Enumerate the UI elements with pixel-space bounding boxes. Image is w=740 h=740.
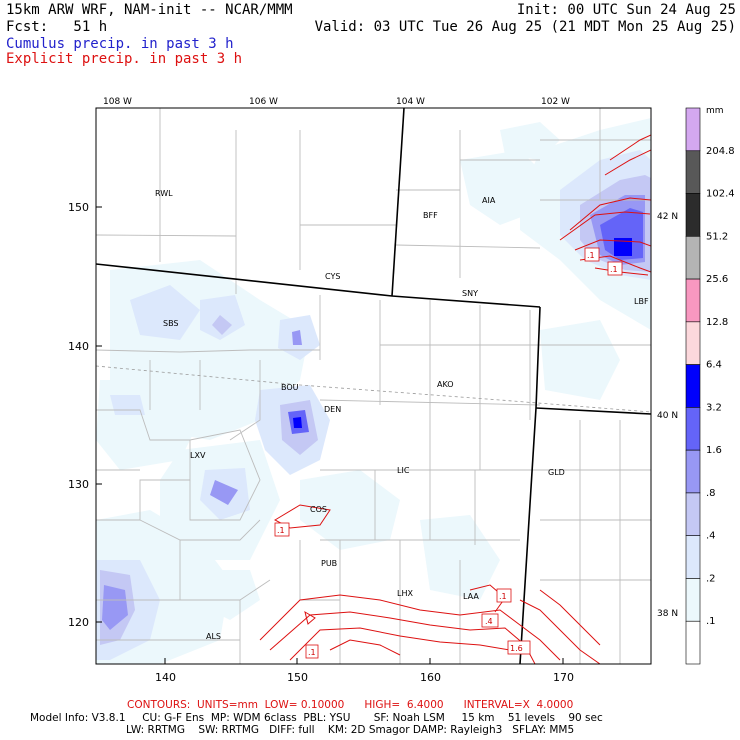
x-tick-label: 150 [287,671,308,684]
colorbar-level-label: .1 [706,616,716,627]
colorbar: mm 204.8 102.4 51.2 25.6 12.8 6.4 3.2 1.6 .8 .4 .2… [685,106,735,665]
colorbar-level-label: 1.6 [706,445,722,456]
station-rwl: RWL [155,189,173,198]
colorbar-level-label: 25.6 [706,274,728,285]
map-frame [95,107,652,665]
colorbar-swatch [685,278,701,323]
colorbar-unit: mm [706,106,724,116]
contour-labels: .1 .1 .1 .4 1.6 .1 .1 [274,247,623,659]
colorbar-swatch [685,321,701,365]
title-model: 15km ARW WRF, NAM-init -- NCAR/MMM [6,2,293,18]
x-tick-label: 140 [155,671,176,684]
x-tick-label: 160 [420,671,441,684]
colorbar-level-label: .8 [706,488,716,499]
lon-label-108w: 108 W [103,97,132,107]
colorbar-level-label: 51.2 [706,231,728,242]
colorbar-level-label: 3.2 [706,402,722,413]
colorbar-level-label: 6.4 [706,360,722,371]
contour-label: .1 [499,592,507,601]
lat-label-40n: 40 N [657,411,678,421]
legend-explicit: Explicit precip. in past 3 h [6,51,243,67]
colorbar-swatch [685,620,701,665]
colorbar-swatch [685,535,701,579]
colorbar-swatch [685,449,701,494]
station-labels: RWL BFF AIA CYS SNY SBS LBF BOU DEN AKO … [155,189,649,641]
station-als: ALS [206,632,221,641]
lon-label-104w: 104 W [396,97,425,107]
y-tick-label: 130 [68,478,89,491]
station-lbf: LBF [634,297,649,306]
contour-label: 1.6 [510,644,523,653]
station-bou: BOU [281,383,299,392]
forecast-hour: Fcst: 51 h [6,19,108,35]
legend-cumulus: Cumulus precip. in past 3 h [6,36,234,52]
y-tick-label: 150 [68,201,89,214]
lat-40n-line [96,365,651,413]
station-cys: CYS [325,272,340,281]
init-time: Init: 00 UTC Sun 24 Aug 25 [516,2,736,18]
longitude-labels: 108 W 106 W 104 W 102 W [103,97,570,107]
station-lxv: LXV [190,451,206,460]
station-laa: LAA [463,592,479,601]
station-sbs: SBS [163,319,179,328]
contour-label: .4 [485,617,493,626]
colorbar-swatch [685,492,701,536]
colorbar-level-label: 204.8 [706,146,735,157]
contour-label: .1 [610,265,618,274]
colorbar-level-label: 12.8 [706,317,728,328]
lon-label-102w: 102 W [541,97,570,107]
station-lhx: LHX [397,589,413,598]
contour-label: .1 [308,648,316,657]
station-bff: BFF [423,211,438,220]
lat-label-38n: 38 N [657,609,678,619]
x-tick-label: 170 [553,671,574,684]
station-cos: COS [310,505,327,514]
colorbar-level-label: 102.4 [706,189,735,200]
colorbar-swatch [685,150,701,194]
model-info-line2: LW: RRTMG SW: RRTMG DIFF: full KM: 2D Sm… [126,724,575,736]
valid-time: Valid: 03 UTC Tue 26 Aug 25 (21 MDT Mon … [314,19,736,35]
model-info-line1: Model Info: V3.8.1 CU: G-F Ens MP: WDM 6… [30,712,603,724]
latitude-labels: 42 N 40 N 38 N [657,212,678,619]
colorbar-swatch [685,364,701,408]
x-axis: 140 150 160 170 [155,658,574,684]
station-aia: AIA [482,196,496,205]
lat-label-42n: 42 N [657,212,678,222]
contours-info: CONTOURS: UNITS=mm LOW= 0.10000 HIGH= 6.… [127,699,574,711]
colorbar-swatch [685,193,701,237]
y-axis: 150 140 130 120 [68,201,102,629]
colorbar-swatch [685,107,701,152]
lon-label-106w: 106 W [249,97,278,107]
station-gld: GLD [548,468,565,477]
colorbar-level-label: .2 [706,573,716,584]
station-lic: LIC [397,466,410,475]
y-tick-label: 120 [68,616,89,629]
colorbar-swatch [685,236,701,280]
contour-label: .1 [587,251,595,260]
colorbar-level-label: .4 [706,531,716,542]
colorbar-swatch [685,578,701,622]
station-sny: SNY [462,289,478,298]
station-ako: AKO [437,380,454,389]
county-lines [96,108,651,664]
station-den: DEN [324,405,341,414]
colorbar-swatch [685,407,701,451]
state-borders [96,108,651,664]
y-tick-label: 140 [68,340,89,353]
contour-label: .1 [277,526,285,535]
station-pub: PUB [321,559,337,568]
